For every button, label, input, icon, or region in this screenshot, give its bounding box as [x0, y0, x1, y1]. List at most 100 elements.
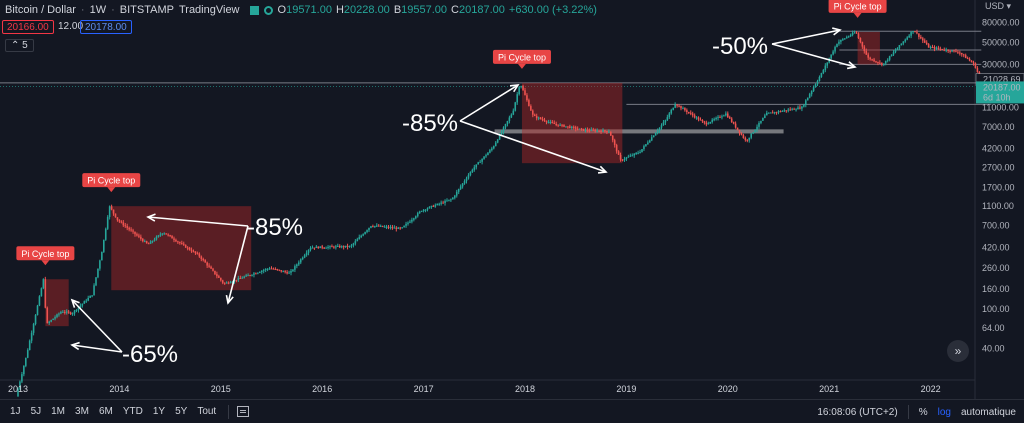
candle-body	[446, 200, 448, 202]
candle-body	[346, 245, 349, 247]
candle-body	[40, 288, 43, 297]
candle-body	[483, 156, 485, 159]
interval-label[interactable]: 1W	[89, 4, 107, 16]
candle-body	[305, 252, 308, 256]
candle-body	[750, 133, 752, 138]
candle-body	[863, 46, 866, 52]
timeframe-5d[interactable]: 5J	[30, 406, 42, 417]
market-status-icon[interactable]	[263, 5, 273, 15]
candle-body	[272, 268, 275, 270]
candle-body	[937, 47, 940, 49]
candle-body	[699, 119, 702, 121]
candle-body	[28, 340, 31, 350]
candle-body	[787, 109, 790, 111]
timeframe-6m[interactable]: 6M	[98, 406, 113, 417]
timeframe-1m[interactable]: 1M	[51, 406, 66, 417]
candle-body	[54, 317, 56, 319]
candle-body	[883, 63, 885, 65]
price-axis-tick: 80000.00	[982, 17, 1020, 27]
percent-scale-toggle[interactable]: %	[918, 406, 928, 418]
clock-display[interactable]: 16:08:06 (UTC+2)	[817, 406, 898, 418]
candle-body	[253, 273, 255, 275]
exchange-label: BITSTAMP	[119, 4, 174, 16]
candle-body	[775, 112, 778, 114]
candle-body	[592, 129, 595, 131]
candle-body	[264, 269, 267, 271]
candle-body	[959, 52, 961, 54]
auto-scale-toggle[interactable]: automatique	[960, 406, 1016, 418]
timeframe-5y[interactable]: 5Y	[175, 406, 188, 417]
drawdown-arrowhead	[597, 165, 608, 174]
ohlc-close-value: 20187.00	[459, 4, 505, 16]
candle-body	[594, 130, 596, 132]
candle-body	[725, 113, 727, 116]
candle-body	[52, 318, 54, 320]
candle-body	[806, 97, 809, 101]
price-axis-tick: 260.00	[982, 263, 1010, 273]
candle-body	[966, 58, 969, 60]
candle-body	[463, 181, 466, 184]
calendar-icon[interactable]	[237, 406, 250, 417]
timeframe-ytd[interactable]: YTD	[122, 406, 143, 417]
candle-body	[136, 234, 138, 236]
candle-body	[420, 210, 423, 212]
timeframe-3m[interactable]: 3M	[75, 406, 89, 417]
drawdown-arrowhead	[846, 61, 857, 70]
price-axis-tick: 100.00	[982, 304, 1010, 314]
pi-cycle-top-label-text: Pi Cycle top	[87, 176, 135, 186]
last-price-tag: 21028.69	[983, 75, 1021, 85]
buy-price-button[interactable]: 20178.00	[80, 20, 132, 34]
candle-body	[650, 137, 653, 141]
candle-body	[108, 206, 111, 218]
candle-body	[596, 130, 598, 132]
candle-body	[216, 274, 218, 277]
candle-body	[342, 246, 345, 248]
candle-body	[756, 126, 758, 130]
drawdown-zones	[45, 31, 880, 327]
candle-body	[520, 86, 522, 88]
log-scale-toggle[interactable]: log	[937, 406, 951, 418]
pi-cycle-top-label-pointer	[41, 260, 50, 266]
candle-body	[374, 225, 376, 227]
candle-body	[637, 152, 639, 154]
ohlc-change: +630.00 (+3.22%)	[508, 4, 597, 16]
candle-body	[717, 116, 719, 118]
candle-body	[705, 122, 708, 125]
timeframe-1d[interactable]: 1J	[10, 406, 21, 417]
candle-body	[173, 238, 175, 240]
candle-body	[223, 282, 226, 284]
double-chevron-right-icon[interactable]: »	[947, 340, 969, 362]
candle-body	[951, 50, 953, 52]
drawdown-arrowhead	[832, 27, 842, 36]
timeframe-1y[interactable]: 1Y	[152, 406, 166, 417]
candle-body	[547, 121, 550, 123]
candle-body	[510, 114, 513, 118]
flag-icon[interactable]	[249, 5, 259, 15]
candle-body	[327, 246, 329, 248]
candle-body	[239, 277, 242, 279]
candle-body	[691, 113, 694, 116]
timeframe-all[interactable]: Tout	[197, 406, 217, 417]
drawdown-percent-label: -65%	[122, 341, 178, 368]
price-axis[interactable]: USD ▾ 80000.00 50000.00 30000.00 11000.00 700…	[975, 1, 1024, 353]
candle-body	[898, 45, 901, 49]
candle-body	[60, 311, 62, 314]
candle-body	[656, 130, 659, 134]
pi-cycle-top-label-pointer	[517, 63, 526, 69]
candle-body	[407, 222, 409, 224]
candle-body	[974, 63, 977, 69]
pi-cycle-top-label: Pi Cycle top	[16, 246, 75, 266]
indicators-toggle[interactable]: ⌃ 5	[5, 39, 34, 52]
symbol-title[interactable]: Bitcoin / Dollar	[5, 4, 76, 16]
sell-price-button[interactable]: 20166.00	[2, 20, 54, 34]
candle-body	[494, 142, 497, 147]
candle-body	[249, 275, 251, 277]
candle-body	[366, 230, 368, 233]
candle-body	[801, 106, 803, 109]
candle-body	[114, 213, 117, 218]
candle-body	[849, 35, 852, 37]
candle-body	[728, 117, 731, 119]
time-axis[interactable]: 2013 2014 2015 2016 2017 2018 2019 2020 2021 2022	[8, 384, 941, 394]
candle-body	[210, 266, 212, 269]
